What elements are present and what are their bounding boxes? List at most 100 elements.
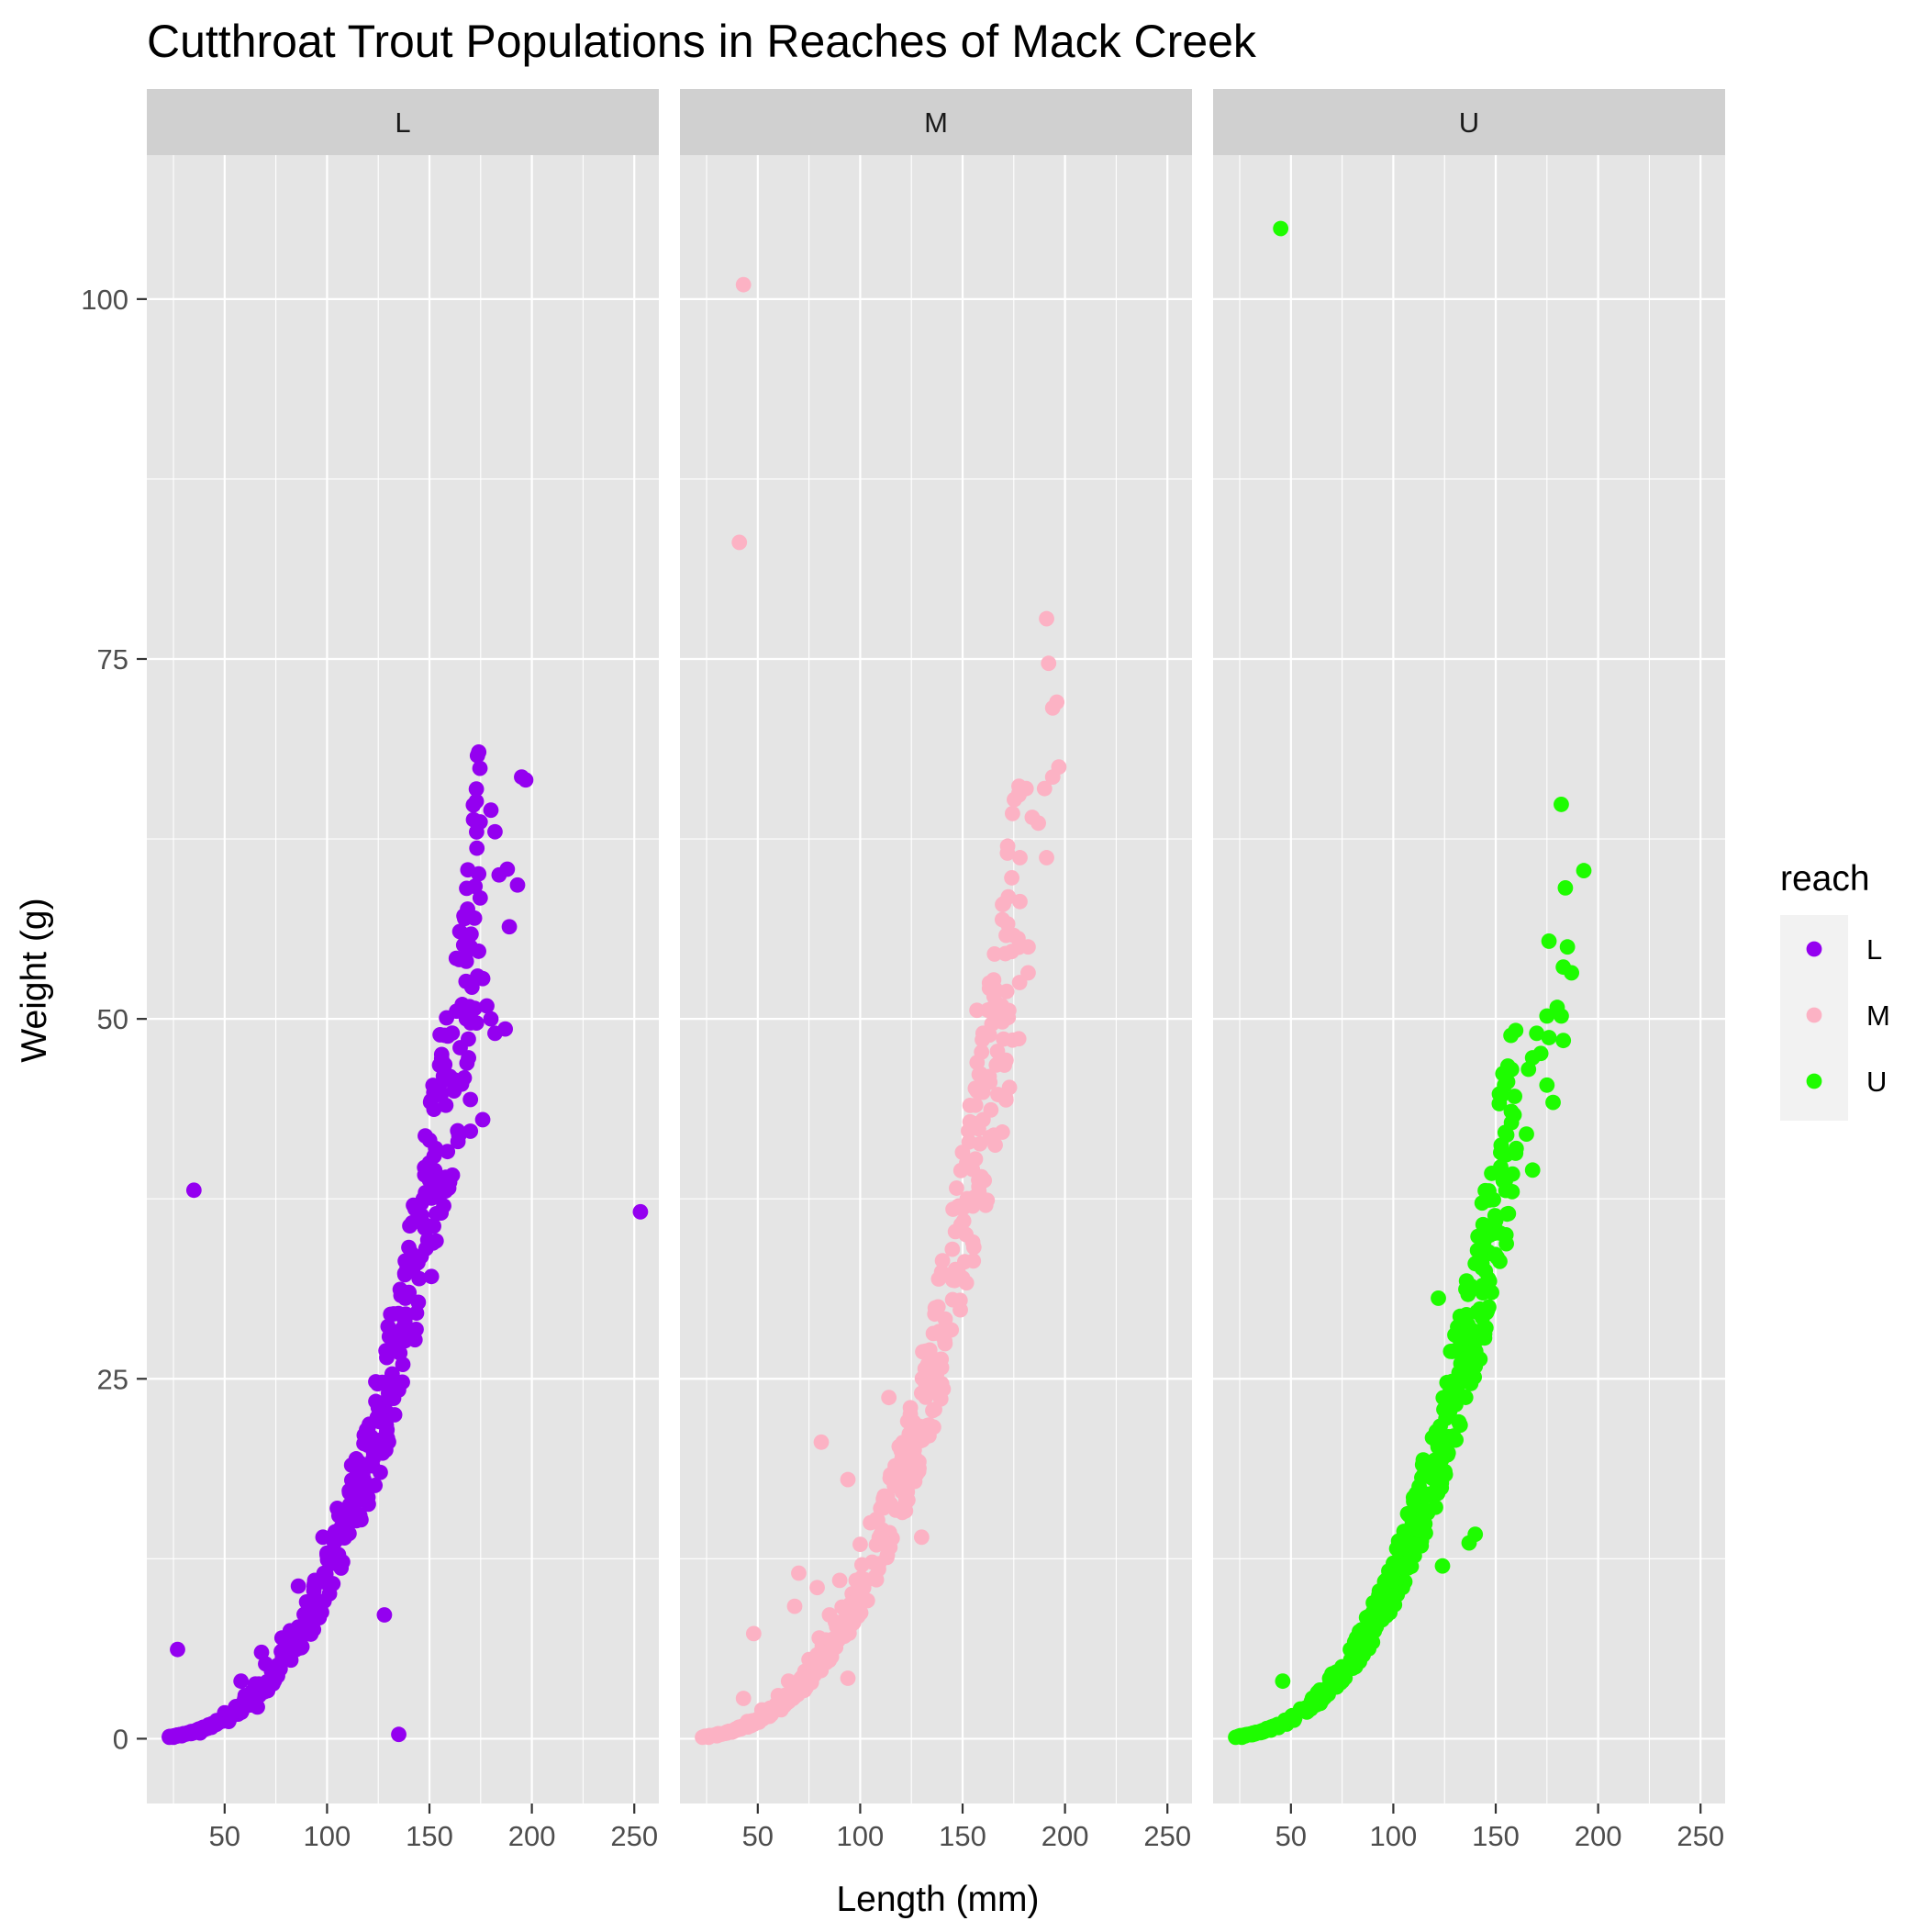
data-point — [509, 877, 526, 893]
data-point — [1436, 1443, 1453, 1459]
data-point — [840, 1670, 856, 1686]
x-tick-label: 50 — [742, 1820, 774, 1852]
data-point — [824, 1640, 841, 1657]
data-point — [306, 1572, 323, 1589]
data-point — [290, 1578, 306, 1594]
data-point — [944, 1241, 961, 1257]
data-point — [431, 1083, 448, 1099]
data-point — [1352, 1654, 1367, 1670]
data-point — [339, 1522, 354, 1538]
data-point — [1554, 1008, 1569, 1024]
data-point — [1555, 1033, 1572, 1049]
x-tick-label: 50 — [209, 1820, 240, 1852]
data-point — [304, 1611, 320, 1626]
data-point — [386, 1407, 403, 1423]
data-point — [472, 760, 488, 776]
data-point — [247, 1676, 263, 1692]
data-point — [462, 926, 479, 943]
data-point — [454, 997, 471, 1012]
data-point — [388, 1335, 405, 1351]
data-point — [1484, 1166, 1499, 1181]
data-point — [1396, 1558, 1411, 1574]
data-point — [955, 1212, 972, 1229]
x-tick-label: 150 — [406, 1820, 453, 1852]
data-point — [1443, 1373, 1460, 1390]
x-axis-title: Length (mm) — [836, 1880, 1039, 1919]
data-point — [770, 1687, 786, 1703]
data-point — [735, 276, 752, 293]
data-point — [991, 1054, 1008, 1070]
data-point — [901, 1425, 918, 1442]
data-point — [1470, 1228, 1487, 1245]
data-point — [1010, 1031, 1027, 1047]
data-point — [438, 1097, 454, 1113]
data-point — [237, 1687, 253, 1703]
data-point — [380, 1318, 396, 1335]
data-point — [461, 1031, 476, 1047]
data-point — [695, 1729, 710, 1746]
data-point — [801, 1651, 818, 1668]
data-point — [285, 1637, 301, 1654]
data-point — [999, 916, 1016, 932]
data-point — [1524, 1162, 1541, 1178]
data-point — [927, 1402, 942, 1418]
data-point — [821, 1607, 838, 1623]
data-point — [632, 1203, 649, 1220]
data-point — [377, 1442, 394, 1458]
data-point — [391, 1726, 407, 1743]
data-point — [961, 1134, 977, 1150]
data-point — [361, 1496, 376, 1513]
data-point — [462, 1091, 479, 1108]
data-point — [487, 823, 503, 840]
data-point — [1497, 1124, 1513, 1141]
data-point — [1361, 1608, 1377, 1625]
data-point — [423, 1268, 440, 1285]
data-point — [919, 1357, 936, 1372]
x-tick-label: 250 — [610, 1820, 658, 1852]
data-point — [859, 1592, 875, 1609]
data-point — [474, 1111, 491, 1128]
data-point — [1504, 1183, 1520, 1200]
data-point — [376, 1607, 393, 1623]
facet-strip — [680, 89, 1192, 155]
data-point — [1273, 220, 1289, 237]
data-point — [913, 1385, 930, 1402]
data-point — [791, 1565, 807, 1581]
data-point — [840, 1471, 856, 1488]
data-point — [911, 1460, 927, 1477]
data-point — [1344, 1641, 1361, 1658]
y-tick-label: 75 — [97, 643, 128, 676]
data-point — [949, 1180, 964, 1196]
data-point — [873, 1501, 889, 1516]
data-point — [1557, 879, 1574, 896]
data-point — [1004, 805, 1020, 821]
facet-panel-L: L 50 100 150 200 250 — [147, 89, 659, 1852]
legend-title: reach — [1780, 859, 1870, 899]
data-point — [483, 1011, 499, 1027]
data-point — [1498, 1227, 1514, 1243]
data-point — [1313, 1684, 1330, 1701]
data-point — [258, 1656, 273, 1672]
data-point — [902, 1400, 919, 1416]
facet-panel-U: U 50 100 150 200 250 — [1213, 89, 1725, 1852]
data-point — [986, 946, 1003, 962]
series-U-points — [1228, 220, 1592, 1746]
data-point — [959, 1155, 975, 1171]
data-point — [813, 1644, 829, 1660]
data-point — [471, 944, 486, 959]
data-point — [899, 1492, 916, 1508]
x-tick-label: 100 — [837, 1820, 885, 1852]
data-point — [373, 1464, 388, 1480]
data-point — [853, 1557, 870, 1573]
data-point — [813, 1434, 830, 1450]
x-tick-label: 150 — [1472, 1820, 1520, 1852]
legend-key-M — [1806, 1007, 1822, 1023]
data-point — [474, 970, 491, 987]
data-point — [1020, 965, 1036, 981]
data-point — [468, 781, 485, 798]
panel-background — [147, 155, 659, 1804]
data-point — [446, 1083, 462, 1099]
data-point — [402, 1218, 418, 1234]
data-point — [1498, 1206, 1515, 1223]
data-point — [1386, 1572, 1401, 1589]
